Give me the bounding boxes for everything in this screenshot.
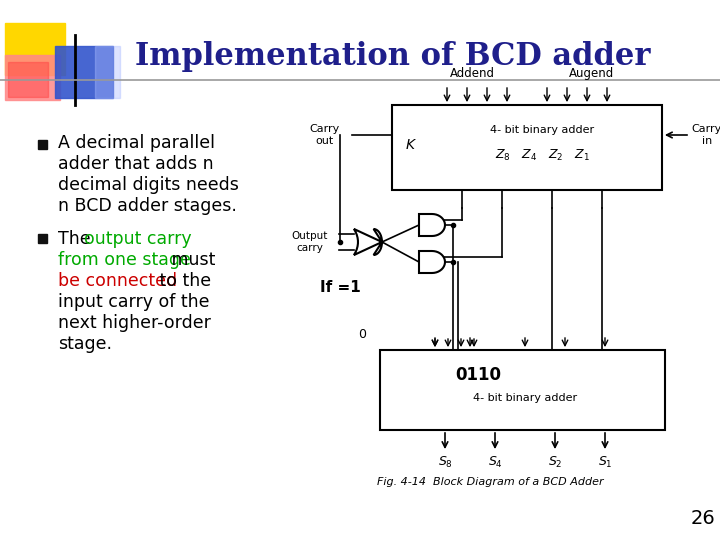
Text: next higher-order: next higher-order	[58, 314, 211, 332]
Text: to the: to the	[154, 272, 211, 290]
Text: $S_8$: $S_8$	[438, 455, 452, 470]
Text: n BCD adder stages.: n BCD adder stages.	[58, 197, 237, 215]
Bar	[5, 55, 60, 100]
Text: Carry
out: Carry out	[309, 124, 339, 146]
Text: 4- bit binary adder: 4- bit binary adder	[473, 393, 577, 403]
Bar	[8, 62, 48, 97]
Bar	[380, 350, 665, 430]
Text: 0: 0	[358, 328, 366, 341]
Text: decimal digits needs: decimal digits needs	[58, 176, 239, 194]
Bar	[38, 234, 47, 243]
Text: 4- bit binary adder: 4- bit binary adder	[490, 125, 594, 135]
Text: Addend: Addend	[449, 67, 495, 80]
Text: output carry: output carry	[84, 230, 192, 248]
Text: K: K	[405, 138, 415, 152]
Polygon shape	[419, 251, 445, 273]
Text: Carry
in: Carry in	[692, 124, 720, 146]
Text: 0110: 0110	[455, 366, 501, 384]
Text: 26: 26	[690, 509, 716, 528]
Text: Implementation of BCD adder: Implementation of BCD adder	[135, 40, 650, 71]
Bar	[392, 105, 662, 190]
Text: $S_4$: $S_4$	[487, 455, 503, 470]
Bar	[95, 46, 120, 98]
Text: A decimal parallel: A decimal parallel	[58, 134, 215, 152]
Text: be connected: be connected	[58, 272, 177, 290]
Text: adder that adds n: adder that adds n	[58, 155, 214, 173]
Text: from one stage: from one stage	[58, 251, 191, 269]
Text: The: The	[58, 230, 96, 248]
Text: $S_2$: $S_2$	[548, 455, 562, 470]
Text: $Z_8$   $Z_4$   $Z_2$   $Z_1$: $Z_8$ $Z_4$ $Z_2$ $Z_1$	[495, 147, 590, 163]
Polygon shape	[354, 229, 382, 255]
Text: input carry of the: input carry of the	[58, 293, 210, 311]
Bar	[38, 140, 47, 149]
Text: must: must	[166, 251, 215, 269]
Text: $S_1$: $S_1$	[598, 455, 612, 470]
Text: Output
carry: Output carry	[292, 231, 328, 253]
Text: If =1: If =1	[320, 280, 361, 295]
Text: Fig. 4-14  Block Diagram of a BCD Adder: Fig. 4-14 Block Diagram of a BCD Adder	[377, 477, 603, 487]
Text: Augend: Augend	[570, 67, 615, 80]
Bar	[55, 46, 113, 98]
Bar	[5, 23, 65, 75]
Polygon shape	[419, 214, 445, 236]
Text: stage.: stage.	[58, 335, 112, 353]
